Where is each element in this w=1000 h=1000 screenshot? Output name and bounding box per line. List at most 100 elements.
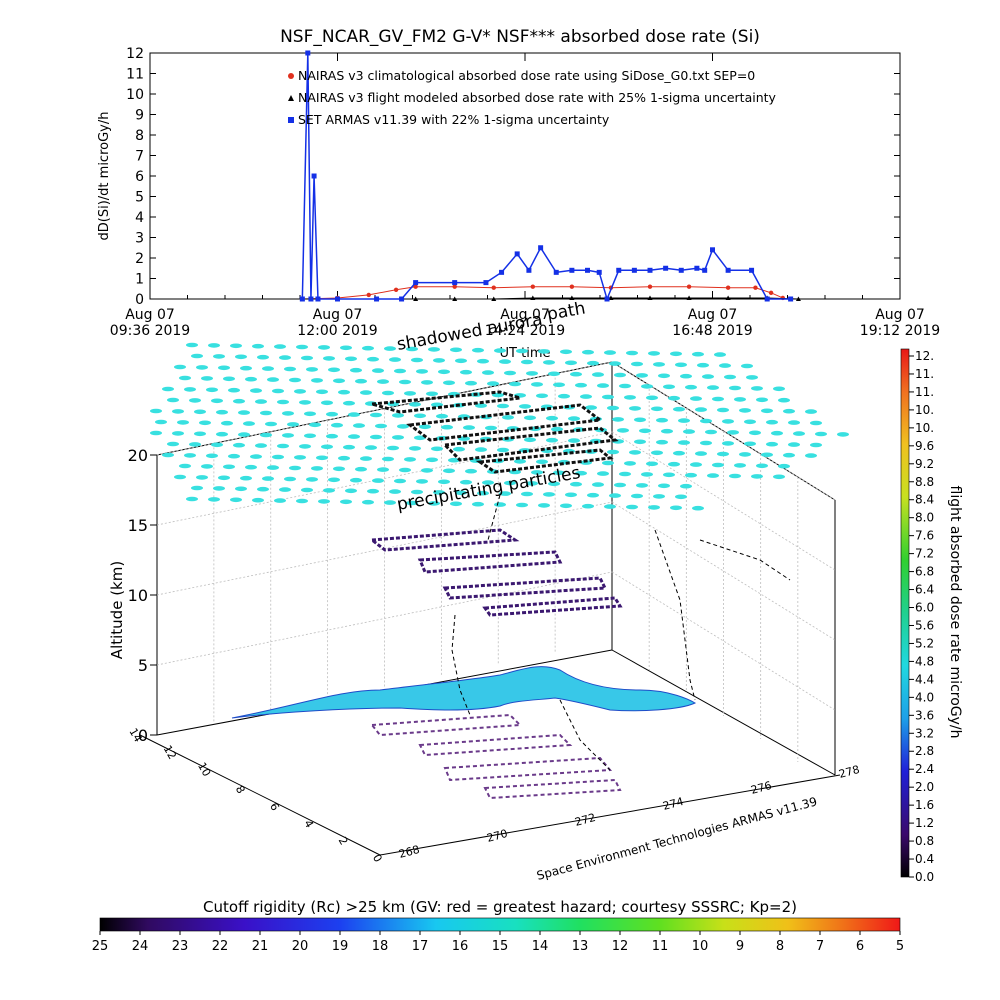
rigidity-patch — [619, 471, 631, 477]
rigidity-patch — [477, 490, 489, 496]
rigidity-patch — [350, 367, 362, 373]
rigidity-patch — [587, 492, 599, 498]
rigidity-patch — [460, 479, 472, 485]
rigidity-patch — [582, 503, 594, 509]
rigidity-patch — [331, 422, 343, 428]
rigidity-patch — [384, 500, 396, 505]
rigidity-patch — [167, 397, 179, 403]
rigidity-tick-label: 8 — [776, 939, 784, 954]
rigidity-patch — [656, 417, 668, 423]
rigidity-patch — [245, 464, 257, 470]
rigidity-patch — [570, 481, 582, 487]
rigidity-tick-label: 7 — [816, 939, 824, 954]
rigidity-patch — [604, 504, 616, 509]
rigidity-patch — [282, 411, 294, 416]
rigidity-patch — [179, 375, 191, 381]
rigidity-patch — [749, 430, 761, 436]
rigidity-patch — [580, 394, 592, 399]
series-line-1 — [302, 286, 784, 300]
rigidity-patch — [355, 466, 367, 472]
rigidity-patch — [392, 435, 404, 440]
colorbar-tick-label: 12. — [915, 349, 934, 363]
x-tick-label-date: Aug 07 — [313, 307, 363, 323]
data-point-armas — [308, 296, 314, 302]
rigidity-tick-label: 13 — [572, 939, 589, 954]
rigidity-patch — [648, 351, 660, 356]
rigidity-patch — [406, 346, 418, 352]
rigidity-patch — [296, 498, 308, 504]
rigidity-patch — [805, 453, 817, 458]
colorbar-tick-label: 6.4 — [915, 583, 934, 597]
rigidity-patch — [475, 447, 487, 452]
rigidity-patch — [543, 492, 555, 497]
rigidity-patch — [629, 450, 641, 455]
rigidity-tick-label: 18 — [372, 939, 389, 954]
rigidity-patch — [294, 455, 306, 460]
y-tick-label: 7 — [135, 149, 144, 165]
data-point-armas — [569, 267, 575, 273]
rigidity-patch — [575, 470, 587, 476]
rigidity-patch — [482, 480, 494, 485]
latitude-tick-label: 4 — [301, 818, 316, 831]
rigidity-patch — [485, 425, 497, 431]
x-tick-label-date: Aug 07 — [500, 307, 550, 323]
data-point-armas — [702, 267, 708, 273]
x-tick-label-time: 14:24 2019 — [485, 323, 565, 339]
rigidity-patch — [729, 473, 741, 479]
rigidity-patch — [199, 420, 211, 426]
rigidity-patch — [399, 467, 411, 473]
rigidity-patch — [216, 431, 228, 437]
rigidity-patch — [294, 389, 306, 394]
rigidity-patch — [494, 348, 506, 353]
x-tick-label-time: 12:00 2019 — [297, 323, 377, 339]
rigidity-patch — [277, 399, 289, 405]
rigidity-patch — [196, 475, 208, 480]
flight-path-middle — [367, 528, 623, 617]
rigidity-patch — [675, 362, 687, 368]
rigidity-patch — [636, 483, 648, 488]
rigidity-patch — [521, 491, 533, 497]
rigidity-patch — [243, 421, 255, 426]
rigidity-patch — [367, 488, 379, 494]
rigidity-patch — [646, 461, 658, 467]
longitude-tick-label: 270 — [485, 827, 509, 845]
rigidity-patch — [414, 413, 426, 419]
rigidity-patch — [399, 379, 411, 385]
rigidity-patch — [282, 433, 294, 438]
rigidity-patch — [631, 361, 643, 367]
rigidity-patch — [321, 400, 333, 406]
rigidity-patch — [318, 499, 330, 504]
rigidity-patch — [788, 442, 800, 447]
rigidity-patch — [692, 351, 704, 357]
rigidity-patch — [766, 419, 778, 425]
colorbar-tick-label: 9.6 — [915, 439, 934, 453]
rigidity-patch — [504, 480, 516, 486]
rigidity-patch — [289, 465, 301, 471]
rigidity-patch — [614, 482, 626, 488]
colorbar-tick-label: 0.4 — [915, 852, 934, 866]
data-point-armas — [678, 267, 684, 273]
rigidity-patch — [162, 386, 174, 392]
data-point-nairas-flight — [795, 296, 801, 301]
data-point-nairas-flight — [608, 295, 614, 300]
colorbar-tick-label: 10. — [915, 421, 934, 435]
rigidity-patch — [788, 420, 800, 425]
rigidity-patch — [411, 489, 423, 495]
colorbar-tick-label: 3.6 — [915, 708, 934, 722]
y-tick-label: 10 — [126, 87, 144, 103]
flight-path-upper — [371, 390, 619, 474]
rigidity-patch — [565, 360, 577, 366]
rigidity-patch — [245, 376, 257, 382]
rigidity-patch — [636, 373, 648, 378]
rigidity-patch — [343, 400, 355, 406]
colorbar-tick-label: 5.2 — [915, 636, 934, 650]
rigidity-patch — [301, 355, 313, 361]
colorbar-tick-label: 10. — [915, 403, 934, 417]
rigidity-patch — [560, 349, 572, 355]
rigidity-patch — [287, 422, 299, 427]
rigidity-patch — [497, 447, 509, 453]
rigidity-patch — [433, 490, 445, 495]
flight-ascent-descent — [451, 494, 791, 771]
rigidity-patch — [348, 434, 360, 439]
rigidity-patch — [602, 394, 614, 400]
